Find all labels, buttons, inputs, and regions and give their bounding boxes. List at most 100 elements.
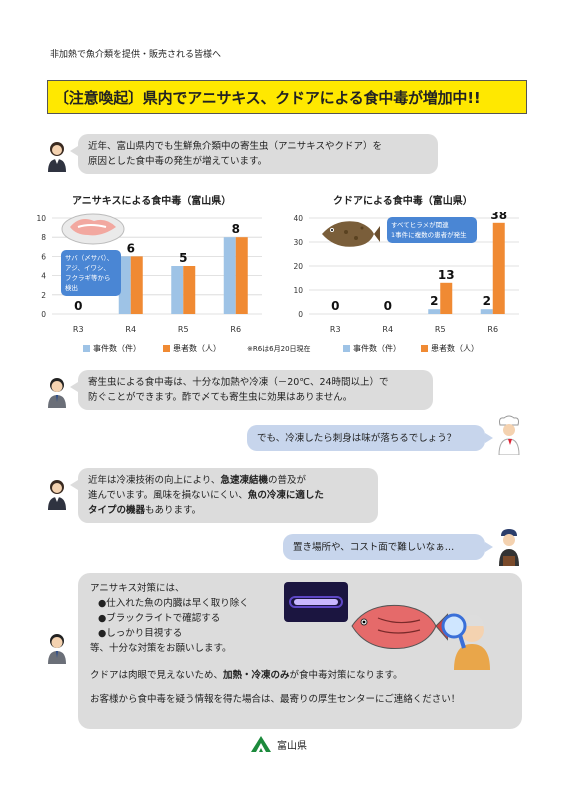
contact-advice: お客様から食中毒を疑う情報を得た場合は、最寄りの厚生センターにご連絡ください！ bbox=[90, 694, 461, 705]
bar-cases bbox=[118, 256, 131, 314]
intro-line-2: 原因とした食中毒の発生が増えています。 bbox=[88, 156, 268, 167]
alert-banner: 〔注意喚起〕県内でアニサキス、クドアによる食中毒が増加中!! bbox=[47, 80, 527, 114]
freezer-info-bold: 魚の冷凍に適した bbox=[247, 490, 324, 501]
measures-closing: 等、十分な対策をお願いします。 bbox=[90, 643, 232, 654]
official-woman-avatar-icon bbox=[48, 142, 66, 172]
kudoa-callout-line: 1事件に複数の患者が発生 bbox=[391, 231, 467, 239]
legend-swatch-patients bbox=[421, 345, 428, 352]
data-label: 5 bbox=[179, 251, 187, 265]
magnifier-inspector-icon bbox=[441, 613, 490, 670]
measures-list: ●仕入れた魚の内臓は早く取り除く ●ブラックライトで確認する ●しっかり目視する bbox=[90, 596, 510, 641]
x-category-label: R5 bbox=[178, 325, 189, 334]
kudoa-advice-bold: 加熱・冷凍のみ bbox=[223, 670, 290, 681]
data-label: 8 bbox=[232, 222, 240, 236]
y-tick-label: 4 bbox=[41, 272, 46, 281]
official-advice-line-1: 寄生虫による食中毒は、十分な加熱や冷凍（－20℃、24時間以上）で bbox=[88, 377, 389, 388]
freezer-info-bold: タイプの機器 bbox=[88, 505, 146, 516]
freezer-info-line-1: 近年は冷凍技術の向上により、急速凍結機の普及が bbox=[88, 473, 368, 488]
document-subtitle: 非加熱で魚介類を提供・販売される皆様へ bbox=[50, 50, 222, 60]
y-tick-label: 40 bbox=[293, 214, 303, 223]
y-tick-label: 10 bbox=[293, 286, 303, 295]
bar-patients bbox=[130, 256, 143, 314]
official-man-avatar-icon bbox=[48, 378, 66, 408]
fish-icon bbox=[351, 604, 448, 650]
legend-patients-1: 患者数（人） bbox=[163, 343, 221, 354]
bar-cases bbox=[480, 309, 493, 314]
chef-avatar-icon bbox=[498, 415, 520, 455]
y-tick-label: 20 bbox=[293, 262, 303, 271]
data-label: 0 bbox=[384, 299, 392, 313]
official-advice-line-2: 防ぐことができます。酢で〆ても寄生虫に効果はありません。 bbox=[88, 392, 353, 403]
bar-patients bbox=[492, 222, 505, 314]
kudoa-chart-title: クドアによる食中毒（富山県） bbox=[333, 196, 473, 207]
shop-concern-bubble: 置き場所や、コスト面で難しいなぁ… bbox=[283, 534, 493, 560]
anisakis-chart-title: アニサキスによる食中毒（富山県） bbox=[72, 196, 232, 207]
x-category-label: R3 bbox=[73, 325, 84, 334]
bar-cases bbox=[171, 266, 184, 314]
bar-patients bbox=[183, 266, 196, 314]
chart-note: ※R6は6月20日現在 bbox=[247, 345, 311, 353]
data-label-cases: 2 bbox=[430, 294, 438, 308]
legend-patients-label: 患者数（人） bbox=[431, 344, 479, 353]
legend-swatch-cases bbox=[343, 345, 350, 352]
measures-box: アニサキス対策には、 ●仕入れた魚の内臓は早く取り除く ●ブラックライトで確認す… bbox=[78, 573, 522, 729]
anisakis-callout: サバ（〆サバ）、 アジ、イワシ、 フクラギ等から 検出 bbox=[61, 250, 121, 296]
toyama-prefecture-emblem-icon bbox=[251, 736, 271, 752]
kudoa-advice-text: クドアは肉眼で見えないため、 bbox=[90, 670, 224, 681]
freezer-info-bold: 急速凍結機 bbox=[220, 475, 268, 486]
anisakis-bar-chart: 0 2 4 6 8 10 R3 0 R4 6 R5 5 R6 8 bbox=[36, 214, 262, 334]
freezer-info-text: の普及が bbox=[267, 475, 306, 486]
anisakis-callout-line: サバ（〆サバ）、 bbox=[65, 254, 114, 262]
prefecture-name: 富山県 bbox=[277, 740, 307, 752]
legend-swatch-patients bbox=[163, 345, 170, 352]
legend-patients-2: 患者数（人） bbox=[421, 343, 479, 354]
bar-cases bbox=[223, 237, 236, 314]
y-tick-label: 2 bbox=[41, 291, 46, 300]
y-tick-label: 0 bbox=[298, 310, 303, 319]
measures-item: ●しっかり目視する bbox=[98, 628, 183, 639]
freezer-info-text: 近年は冷凍技術の向上により、 bbox=[88, 475, 221, 486]
x-category-label: R6 bbox=[230, 325, 241, 334]
legend-cases-1: 事件数（件） bbox=[83, 343, 141, 354]
chef-question-bubble: でも、冷凍したら刺身は味が落ちるでしょう？ bbox=[247, 425, 493, 451]
y-tick-label: 0 bbox=[41, 310, 46, 319]
y-tick-label: 30 bbox=[293, 238, 303, 247]
freezer-info-text: 進んでいます。風味を損ないにくい、 bbox=[88, 490, 248, 501]
freezer-info-line-3: タイプの機器もあります。 bbox=[88, 503, 368, 518]
legend-cases-2: 事件数（件） bbox=[343, 343, 401, 354]
x-category-label: R3 bbox=[330, 325, 341, 334]
y-tick-label: 8 bbox=[41, 233, 46, 242]
x-category-label: R4 bbox=[125, 325, 136, 334]
bar-patients bbox=[440, 282, 453, 314]
intro-bubble: 近年、富山県内でも生鮮魚介類中の寄生虫（アニサキスやクドア）を 原因とした食中毒… bbox=[70, 134, 438, 174]
official-advice-bubble: 寄生虫による食中毒は、十分な加熱や冷凍（－20℃、24時間以上）で 防ぐことがで… bbox=[70, 370, 433, 410]
legend-cases-label: 事件数（件） bbox=[93, 344, 141, 353]
y-tick-label: 6 bbox=[41, 252, 46, 261]
data-label: 6 bbox=[127, 241, 135, 255]
x-category-label: R4 bbox=[382, 325, 393, 334]
kudoa-callout: すべてヒラメが関連 1事件に複数の患者が発生 bbox=[387, 217, 477, 243]
measures-item: ●ブラックライトで確認する bbox=[98, 613, 221, 624]
measures-heading: アニサキス対策には、 bbox=[90, 583, 185, 594]
anisakis-callout-line: アジ、イワシ、 bbox=[65, 264, 110, 272]
kudoa-advice: クドアは肉眼で見えないため、加熱・冷凍のみが食中毒対策になります。 bbox=[90, 668, 510, 683]
bar-patients bbox=[235, 237, 248, 314]
anisakis-callout-line: フクラギ等から bbox=[65, 274, 111, 282]
legend-swatch-cases bbox=[83, 345, 90, 352]
x-category-label: R6 bbox=[487, 325, 498, 334]
shop-concern-text: 置き場所や、コスト面で難しいなぁ… bbox=[293, 542, 455, 553]
official-man-avatar-icon bbox=[48, 634, 66, 664]
freezer-info-bubble: 近年は冷凍技術の向上により、急速凍結機の普及が 進んでいます。風味を損ないにくい… bbox=[70, 468, 378, 523]
anisakis-callout-line: 検出 bbox=[65, 284, 78, 292]
freezer-info-text: もあります。 bbox=[145, 505, 202, 516]
blacklight-icon bbox=[284, 582, 348, 622]
bar-cases bbox=[428, 309, 441, 314]
legend-patients-label: 患者数（人） bbox=[173, 344, 221, 353]
kudoa-advice-text: が食中毒対策になります。 bbox=[289, 670, 403, 681]
kudoa-callout-line: すべてヒラメが関連 bbox=[391, 221, 449, 229]
measures-item: ●仕入れた魚の内臓は早く取り除く bbox=[98, 598, 249, 609]
data-label-patients: 13 bbox=[438, 268, 455, 282]
data-label-cases: 2 bbox=[483, 294, 491, 308]
freezer-info-line-2: 進んでいます。風味を損ないにくい、魚の冷凍に適した bbox=[88, 488, 368, 503]
flounder-fish-icon bbox=[322, 221, 380, 247]
